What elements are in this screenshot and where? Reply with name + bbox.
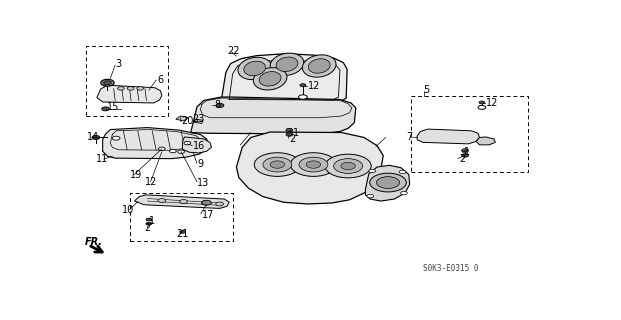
Text: 1: 1 (293, 128, 299, 138)
Circle shape (341, 162, 355, 170)
Circle shape (202, 200, 211, 205)
Polygon shape (134, 195, 229, 208)
Circle shape (478, 105, 486, 109)
Text: 8: 8 (215, 100, 221, 110)
Text: S0K3-E0315 0: S0K3-E0315 0 (423, 264, 479, 273)
Circle shape (158, 198, 166, 203)
Circle shape (179, 230, 186, 233)
Circle shape (104, 81, 111, 85)
Text: 12: 12 (486, 98, 498, 108)
Polygon shape (176, 116, 188, 121)
Text: 12: 12 (307, 81, 320, 91)
Text: 17: 17 (202, 210, 214, 220)
Text: 14: 14 (87, 132, 99, 142)
Circle shape (158, 147, 165, 150)
Text: 9: 9 (197, 159, 203, 169)
Text: 22: 22 (227, 46, 239, 56)
Circle shape (184, 141, 191, 145)
Ellipse shape (308, 59, 330, 73)
Ellipse shape (276, 57, 298, 72)
Text: 19: 19 (130, 170, 142, 180)
Text: 13: 13 (197, 178, 209, 188)
Text: 6: 6 (157, 75, 163, 85)
Polygon shape (193, 119, 202, 124)
Circle shape (461, 149, 468, 152)
Text: 20: 20 (181, 116, 194, 126)
Circle shape (461, 154, 468, 157)
Circle shape (254, 153, 301, 176)
Text: 3: 3 (115, 59, 121, 69)
Ellipse shape (253, 68, 287, 90)
Circle shape (137, 87, 143, 90)
Text: 1: 1 (149, 216, 155, 226)
Circle shape (367, 194, 374, 198)
Ellipse shape (270, 53, 304, 76)
Polygon shape (221, 54, 347, 103)
Circle shape (263, 157, 292, 172)
Circle shape (127, 87, 134, 90)
Circle shape (325, 154, 371, 178)
Circle shape (299, 157, 328, 172)
Circle shape (179, 200, 188, 204)
Circle shape (270, 161, 284, 168)
Circle shape (112, 136, 120, 140)
Circle shape (399, 170, 406, 174)
Circle shape (215, 202, 224, 206)
Circle shape (401, 191, 407, 195)
Text: 23: 23 (192, 114, 204, 124)
Circle shape (101, 79, 114, 86)
Circle shape (146, 218, 152, 221)
Circle shape (117, 87, 124, 90)
Circle shape (291, 153, 337, 176)
Circle shape (299, 95, 307, 99)
Polygon shape (102, 128, 209, 159)
Ellipse shape (259, 72, 281, 86)
Polygon shape (417, 129, 479, 144)
Circle shape (216, 103, 224, 108)
Circle shape (306, 161, 320, 168)
Circle shape (102, 107, 109, 111)
Polygon shape (183, 137, 211, 153)
Polygon shape (97, 85, 162, 103)
Text: 11: 11 (96, 154, 108, 164)
Polygon shape (237, 132, 383, 204)
Text: 10: 10 (122, 205, 134, 215)
Circle shape (333, 159, 363, 173)
Circle shape (376, 177, 399, 188)
Circle shape (286, 133, 292, 136)
Circle shape (286, 128, 292, 132)
Ellipse shape (302, 55, 336, 77)
Text: 16: 16 (193, 140, 206, 151)
Polygon shape (365, 165, 410, 201)
Text: 21: 21 (176, 229, 189, 239)
Text: 2: 2 (144, 223, 150, 233)
Text: 7: 7 (406, 132, 412, 142)
Circle shape (146, 222, 152, 225)
Ellipse shape (238, 57, 271, 80)
Circle shape (300, 84, 306, 87)
Circle shape (369, 169, 376, 173)
Bar (130, 193, 233, 241)
Text: 2: 2 (459, 154, 465, 164)
Circle shape (92, 135, 100, 140)
Text: 2: 2 (289, 134, 296, 144)
Circle shape (369, 173, 406, 192)
Circle shape (178, 150, 184, 154)
Text: 1: 1 (464, 147, 469, 157)
Text: 5: 5 (423, 85, 430, 95)
Polygon shape (191, 97, 356, 134)
Polygon shape (476, 137, 496, 145)
Bar (86, 46, 168, 116)
Circle shape (479, 101, 485, 104)
Circle shape (170, 149, 176, 153)
Text: 12: 12 (145, 177, 157, 187)
Circle shape (201, 201, 209, 205)
Bar (410, 96, 528, 172)
Text: 15: 15 (107, 102, 119, 112)
Text: FR.: FR. (85, 237, 103, 247)
Ellipse shape (244, 61, 266, 76)
